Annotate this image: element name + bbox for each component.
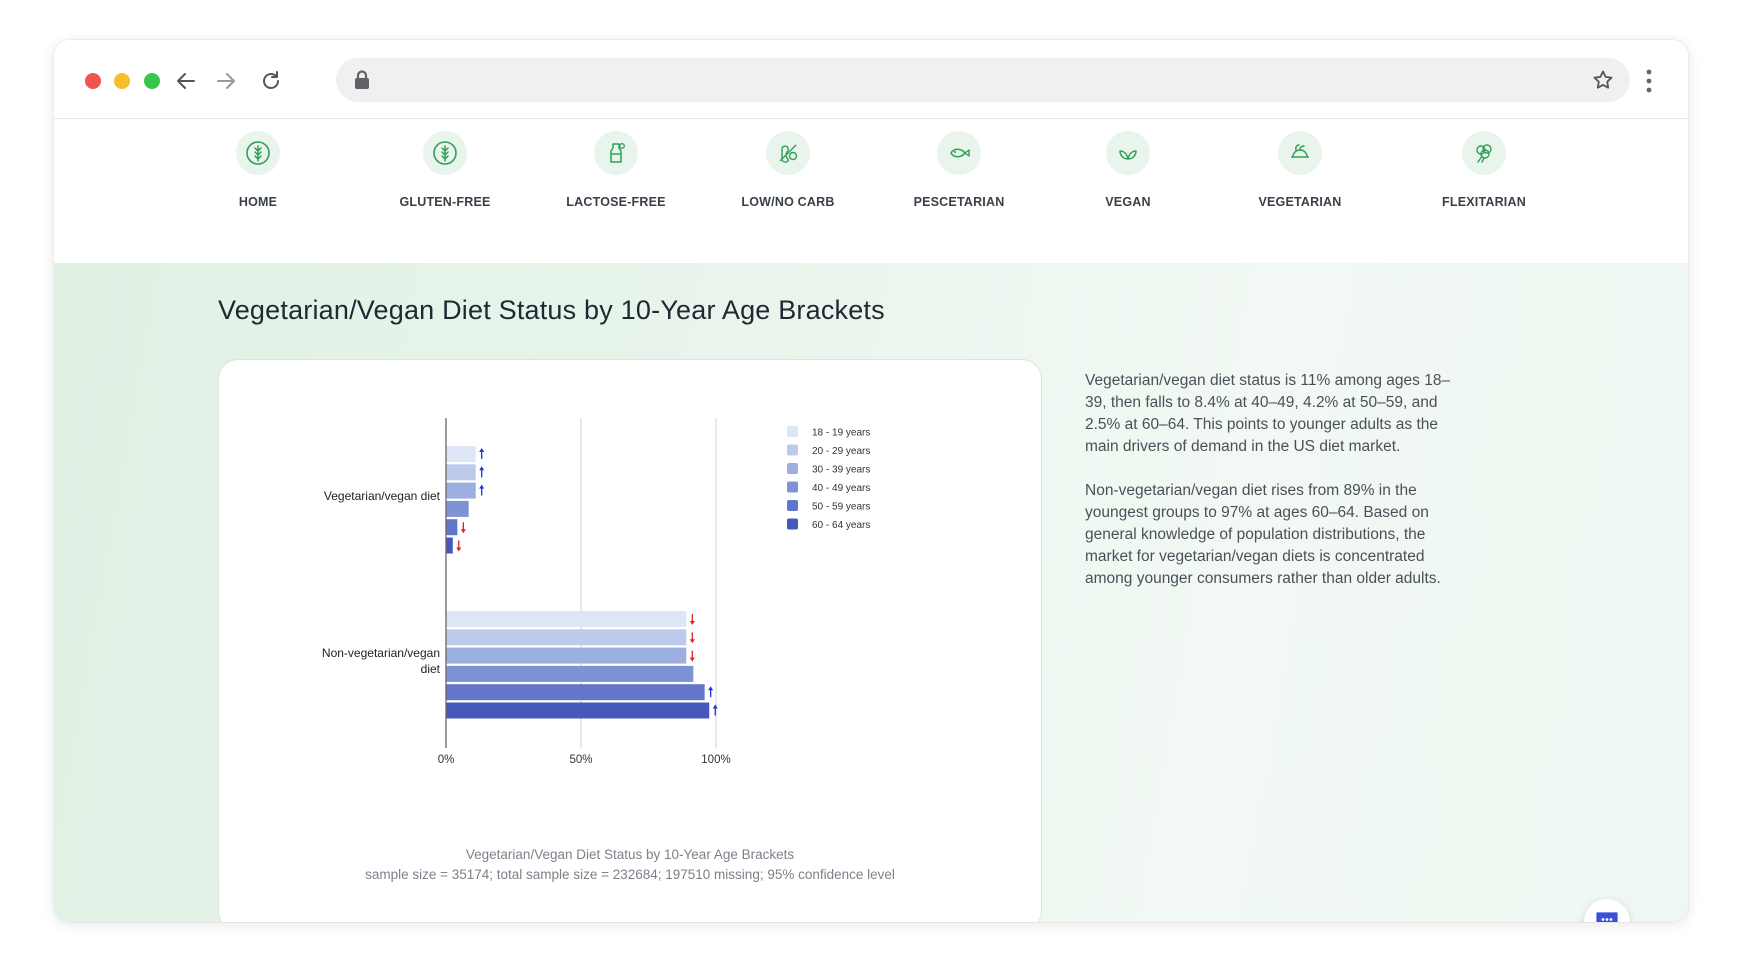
address-bar[interactable] <box>336 58 1630 102</box>
bar <box>446 519 458 536</box>
bar <box>446 665 694 682</box>
arrow-up-head <box>479 448 485 452</box>
bar <box>446 611 687 627</box>
nav-item-lactose-free[interactable]: LACTOSE-FREE <box>536 131 696 209</box>
nav-item-vegan[interactable]: VEGAN <box>1048 131 1208 209</box>
legend-label: 18 - 19 years <box>812 428 870 439</box>
arrow-down-head <box>456 547 462 552</box>
arrow-left-icon <box>177 73 195 89</box>
reload-icon <box>263 71 279 89</box>
arrow-down-head <box>689 657 695 662</box>
bar <box>446 500 469 517</box>
browser-window: HOME GLUTEN-FREE LACTOSE-FREE LOW/NO CAR… <box>54 40 1688 922</box>
bar <box>446 629 687 646</box>
more-menu-icon[interactable] <box>1643 66 1655 96</box>
legend-label: 40 - 49 years <box>812 483 870 494</box>
reload-button[interactable] <box>256 66 286 96</box>
bar <box>446 702 710 719</box>
chat-button[interactable] <box>1584 899 1630 922</box>
main-content: Vegetarian/Vegan Diet Status by 10-Year … <box>54 263 1688 922</box>
nav-item-home[interactable]: HOME <box>178 131 338 209</box>
page-title: Vegetarian/Vegan Diet Status by 10-Year … <box>218 295 885 325</box>
summary-text: Vegetarian/vegan diet status is 11% amon… <box>1085 370 1465 612</box>
bottle-icon <box>594 131 638 175</box>
maximize-window-button[interactable] <box>144 73 160 89</box>
chart-caption-title: Vegetarian/Vegan Diet Status by 10-Year … <box>465 847 795 862</box>
legend-label: 20 - 29 years <box>812 446 870 457</box>
lock-icon <box>355 70 369 89</box>
broccoli-icon <box>1462 131 1506 175</box>
arrow-right-icon <box>217 73 235 89</box>
summary-paragraph-2: Non-vegetarian/vegan diet rises from 89%… <box>1085 482 1441 587</box>
category-nav: HOME GLUTEN-FREE LACTOSE-FREE LOW/NO CAR… <box>54 119 1688 263</box>
wheat-icon <box>236 131 280 175</box>
forward-button[interactable] <box>211 66 241 96</box>
arrow-down-head <box>689 621 695 625</box>
bar <box>446 684 705 701</box>
x-tick-label: 50% <box>569 754 592 766</box>
legend-swatch <box>787 481 798 493</box>
legend-swatch <box>787 444 798 456</box>
legend-label: 60 - 64 years <box>812 520 870 531</box>
arrow-up-head <box>712 704 718 709</box>
browser-toolbar <box>54 40 1688 119</box>
legend-swatch <box>787 500 798 511</box>
summary-paragraph-1: Vegetarian/vegan diet status is 11% amon… <box>1085 372 1451 455</box>
leaf-icon <box>1106 131 1150 175</box>
arrow-down-head <box>689 639 695 644</box>
nav-item-low-no-carb[interactable]: LOW/NO CARB <box>708 131 868 209</box>
nav-item-flexitarian[interactable]: FLEXITARIAN <box>1404 131 1564 209</box>
bar <box>446 464 476 481</box>
wheat-icon <box>423 131 467 175</box>
bar <box>446 647 687 664</box>
bar <box>446 446 476 462</box>
close-window-button[interactable] <box>85 73 101 89</box>
fish-icon <box>937 131 981 175</box>
nav-item-pescetarian[interactable]: PESCETARIAN <box>879 131 1039 209</box>
minimize-window-button[interactable] <box>114 73 130 89</box>
bar <box>446 482 476 499</box>
category-label: Vegetarian/vegan diet <box>324 489 441 503</box>
bread-icon <box>766 131 810 175</box>
x-tick-label: 100% <box>701 754 730 766</box>
legend-swatch <box>787 463 798 474</box>
carrot-icon <box>1278 131 1322 175</box>
chart-caption-subtitle: sample size = 35174; total sample size =… <box>365 867 895 882</box>
legend-swatch <box>787 518 798 530</box>
bookmark-star-icon[interactable] <box>1592 69 1614 91</box>
back-button[interactable] <box>171 66 201 96</box>
legend-swatch <box>787 426 798 437</box>
chat-icon <box>1596 912 1618 922</box>
category-label: Non-vegetarian/vegan diet <box>322 646 441 676</box>
chart-card: Vegetarian/vegan diet Non-vegetarian/vega… <box>218 359 1042 922</box>
legend-label: 30 - 39 years <box>812 465 870 476</box>
arrow-up-head <box>479 466 485 471</box>
nav-item-gluten-free[interactable]: GLUTEN-FREE <box>365 131 525 209</box>
arrow-up-head <box>708 686 714 691</box>
nav-item-vegetarian[interactable]: VEGETARIAN <box>1220 131 1380 209</box>
arrow-down-head <box>460 529 466 534</box>
arrow-up-head <box>479 484 485 489</box>
bar-chart: Vegetarian/vegan diet Non-vegetarian/vega… <box>322 418 870 766</box>
x-tick-label: 0% <box>438 754 455 766</box>
legend-label: 50 - 59 years <box>812 502 870 513</box>
bar <box>446 537 453 554</box>
